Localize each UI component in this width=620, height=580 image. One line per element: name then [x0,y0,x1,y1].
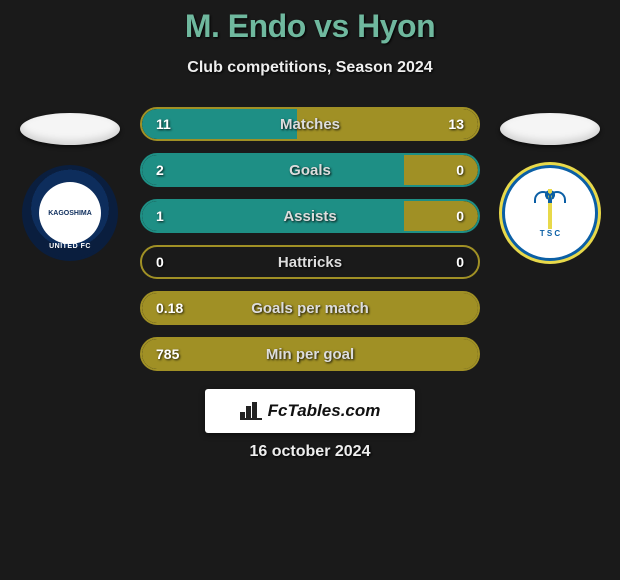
stat-bar: Assists1 0 [140,199,480,233]
stat-value-right: 0 [456,208,464,224]
stat-value-right: 13 [448,116,464,132]
club-badge-right[interactable]: T S C [502,165,598,261]
main-row: KAGOSHIMA UNITED FC Matches1113Goals20As… [0,107,620,371]
left-player-col: KAGOSHIMA UNITED FC [20,107,120,261]
stat-value-left: 11 [156,116,171,132]
club-badge-left[interactable]: KAGOSHIMA UNITED FC [22,165,118,261]
comparison-card: M. Endo vs Hyon Club competitions, Seaso… [0,0,620,461]
stats-column: Matches1113Goals20Assists10Hattricks00Go… [140,107,480,371]
stat-bar: Hattricks0 0 [140,245,480,279]
stat-value-left: 1 [156,208,164,224]
stat-value-left: 0 [156,254,164,270]
stat-value-right: 0 [456,254,464,270]
stat-value-left: 785 [156,346,179,362]
stat-label: Matches [142,116,478,133]
right-player-col: T S C [500,107,600,261]
player-avatar-placeholder [20,113,120,145]
stat-label: Hattricks [142,254,478,271]
club-badge-left-ring: UNITED FC [49,243,91,250]
stat-label: Assists [142,208,478,225]
stat-label: Goals per match [142,300,478,317]
stat-bar: Goals per match0.18 [140,291,480,325]
stat-bar: Goals2 0 [140,153,480,187]
page-subtitle: Club competitions, Season 2024 [0,59,620,77]
stat-bar: Matches11 13 [140,107,480,141]
stat-value-left: 0.18 [156,300,183,316]
player-avatar-placeholder [500,113,600,145]
club-badge-left-text: KAGOSHIMA [48,210,92,217]
club-badge-left-center: KAGOSHIMA [39,182,101,244]
date-line: 16 october 2024 [0,443,620,461]
fctables-link[interactable]: FcTables.com [205,389,415,433]
stat-value-right: 0 [456,162,464,178]
caduceus-icon [536,189,564,229]
stat-bar: Min per goal785 [140,337,480,371]
page-title: M. Endo vs Hyon [0,8,620,45]
club-badge-right-text: T S C [540,229,560,238]
club-badge-right-inner: T S C [515,178,585,248]
fctables-label: FcTables.com [268,401,381,421]
bars-icon [240,402,262,420]
stat-value-left: 2 [156,162,164,178]
stat-label: Goals [142,162,478,179]
stat-label: Min per goal [142,346,478,363]
